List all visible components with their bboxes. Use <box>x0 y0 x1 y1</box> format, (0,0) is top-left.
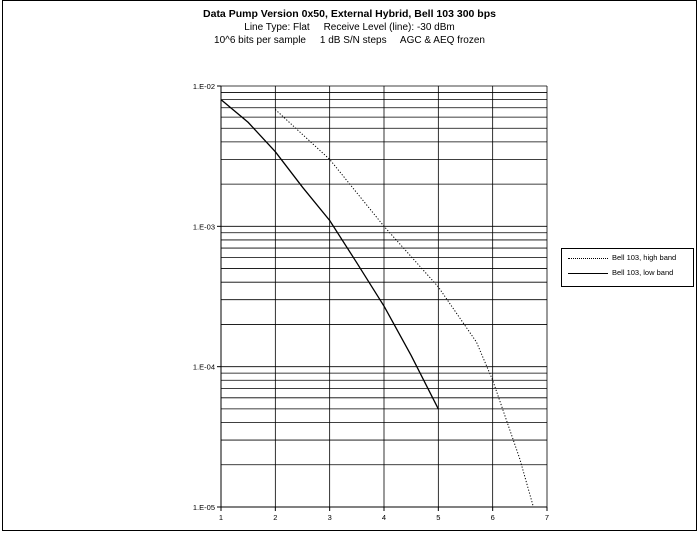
x-tick-label: 6 <box>491 513 495 522</box>
y-tick-label: 1.E-04 <box>193 363 215 372</box>
y-tick-label: 1.E-05 <box>193 503 215 512</box>
legend: Bell 103, high band Bell 103, low band <box>561 248 694 287</box>
x-tick-label: 2 <box>273 513 277 522</box>
legend-item-low-band: Bell 103, low band <box>562 267 693 281</box>
x-tick-label: 3 <box>328 513 332 522</box>
legend-swatch-solid <box>568 273 608 274</box>
series-line-high-band <box>274 109 534 508</box>
chart-subtitle-sampling: 10^6 bits per sample 1 dB S/N steps AGC … <box>214 35 485 46</box>
series-line-low-band <box>220 99 439 410</box>
chart-subtitle-line-type: Line Type: Flat Receive Level (line): -3… <box>244 22 455 33</box>
x-tick-label: 1 <box>219 513 223 522</box>
legend-swatch-dotted <box>568 258 608 259</box>
legend-label-high-band: Bell 103, high band <box>612 253 677 262</box>
chart-title-block: Data Pump Version 0x50, External Hybrid,… <box>0 8 699 47</box>
y-tick-label: 1.E-03 <box>193 222 215 231</box>
legend-item-high-band: Bell 103, high band <box>562 252 693 266</box>
x-tick-label: 4 <box>382 513 386 522</box>
y-tick-label: 1.E-02 <box>193 82 215 91</box>
x-tick-label: 7 <box>545 513 549 522</box>
x-tick-label: 5 <box>436 513 440 522</box>
legend-label-low-band: Bell 103, low band <box>612 268 674 277</box>
chart-title: Data Pump Version 0x50, External Hybrid,… <box>203 8 496 20</box>
